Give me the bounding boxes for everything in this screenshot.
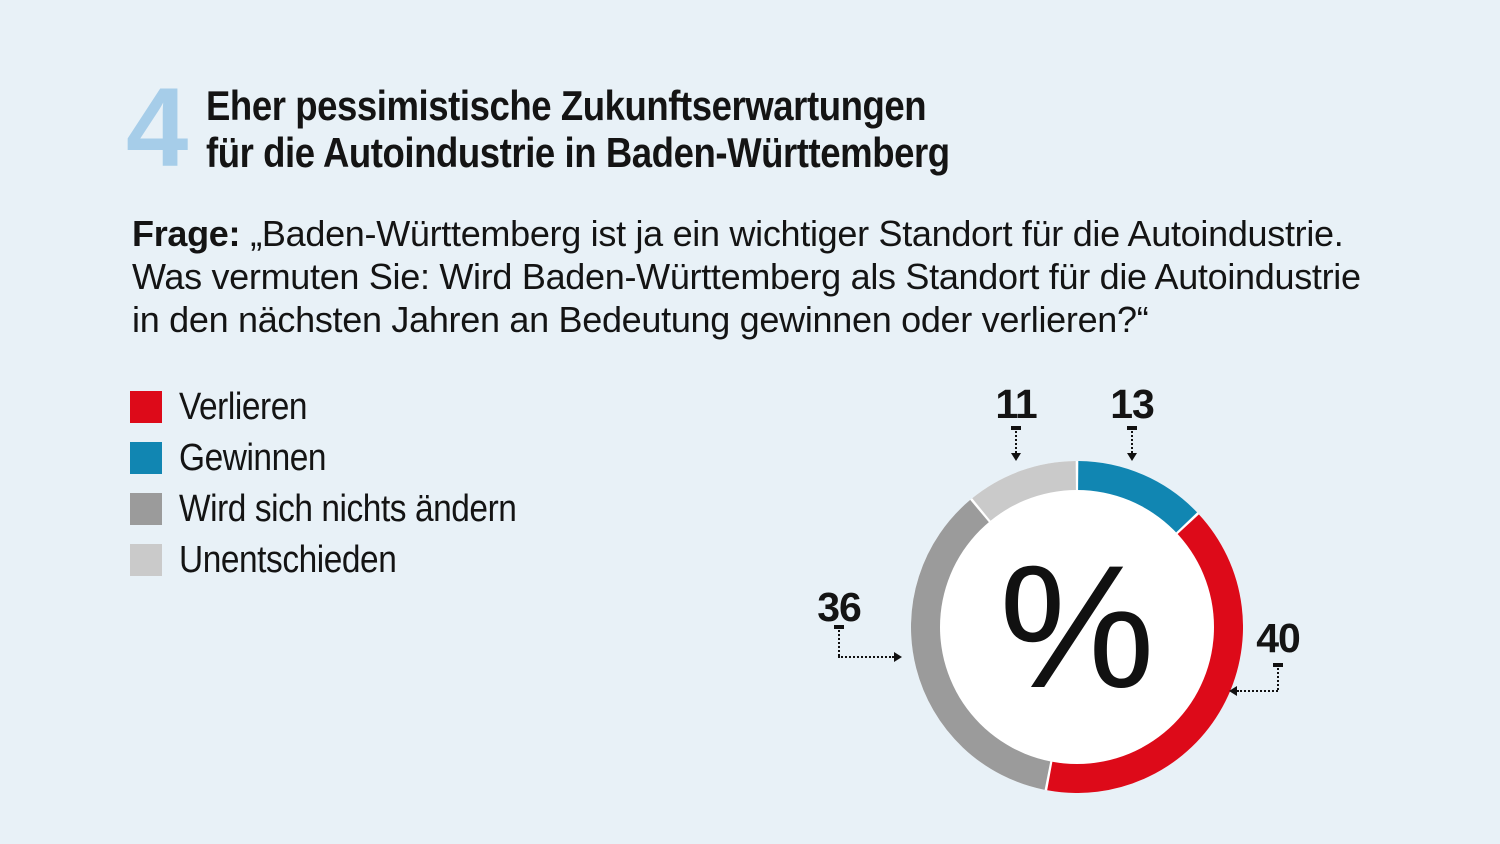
- leader-line-vertical-nichts-aendern: [838, 630, 840, 656]
- leader-tick-verlieren: [1273, 663, 1283, 667]
- survey-question: Frage: „Baden-Württemberg ist ja ein wich…: [132, 212, 1361, 341]
- legend: Verlieren Gewinnen Wird sich nichts ände…: [130, 386, 562, 595]
- donut-segment-verlieren: [1047, 514, 1243, 793]
- leader-arrow-verlieren: [1229, 686, 1237, 696]
- leader-line-horizontal-nichts-aendern: [838, 656, 894, 658]
- leader-arrow-unentschieden: [1011, 453, 1021, 461]
- figure-number: 4: [126, 65, 188, 190]
- leader-tick-nichts-aendern: [834, 625, 844, 629]
- legend-swatch-nichts-aendern: [130, 493, 162, 525]
- title-line-1: Eher pessimistische Zukunftserwartungen: [206, 82, 927, 129]
- leader-line-horizontal-verlieren: [1237, 690, 1278, 692]
- donut-segment-gewinnen: [1077, 461, 1198, 537]
- donut-segment-unentschieden: [972, 461, 1077, 526]
- leader-line-vertical-verlieren: [1277, 668, 1279, 690]
- legend-swatch-unentschieden: [130, 544, 162, 576]
- leader-tick-unentschieden: [1011, 426, 1021, 430]
- donut-segment-wird-sich-nichts-ändern: [911, 499, 1052, 790]
- leader-line-gewinnen: [1131, 431, 1133, 453]
- legend-item-unentschieden: Unentschieden: [130, 539, 562, 581]
- legend-swatch-verlieren: [130, 391, 162, 423]
- value-label-unentschieden: 11: [995, 381, 1037, 427]
- leader-arrow-gewinnen: [1127, 453, 1137, 461]
- legend-item-gewinnen: Gewinnen: [130, 437, 562, 479]
- donut-chart: %: [911, 461, 1243, 793]
- donut-ring: [911, 461, 1243, 793]
- leader-arrow-nichts-aendern: [894, 652, 902, 662]
- title-line-2: für die Autoindustrie in Baden-Württembe…: [206, 129, 950, 176]
- question-line-1-text: „Baden-Württemberg ist ja ein wichtiger …: [250, 213, 1344, 254]
- legend-item-verlieren: Verlieren: [130, 386, 562, 428]
- chart-title: Eher pessimistische Zukunftserwartungen …: [206, 82, 950, 176]
- donut-hole: [940, 490, 1214, 764]
- leader-line-unentschieden: [1015, 431, 1017, 453]
- question-line-3: in den nächsten Jahren an Bedeutung gewi…: [132, 299, 1149, 340]
- question-prefix: Frage:: [132, 213, 241, 254]
- question-line-2: Was vermuten Sie: Wird Baden-Württemberg…: [132, 256, 1361, 297]
- value-label-gewinnen: 13: [1110, 381, 1155, 427]
- value-label-nichts-aendern: 36: [817, 584, 862, 630]
- legend-label-verlieren: Verlieren: [179, 386, 308, 428]
- legend-item-nichts-aendern: Wird sich nichts ändern: [130, 488, 562, 530]
- legend-swatch-gewinnen: [130, 442, 162, 474]
- leader-tick-gewinnen: [1127, 426, 1137, 430]
- legend-label-nichts-aendern: Wird sich nichts ändern: [179, 488, 517, 530]
- value-label-verlieren: 40: [1256, 615, 1301, 661]
- legend-label-gewinnen: Gewinnen: [179, 437, 327, 479]
- legend-label-unentschieden: Unentschieden: [179, 539, 397, 581]
- question-line-1: Frage: „Baden-Württemberg ist ja ein wich…: [132, 212, 1361, 255]
